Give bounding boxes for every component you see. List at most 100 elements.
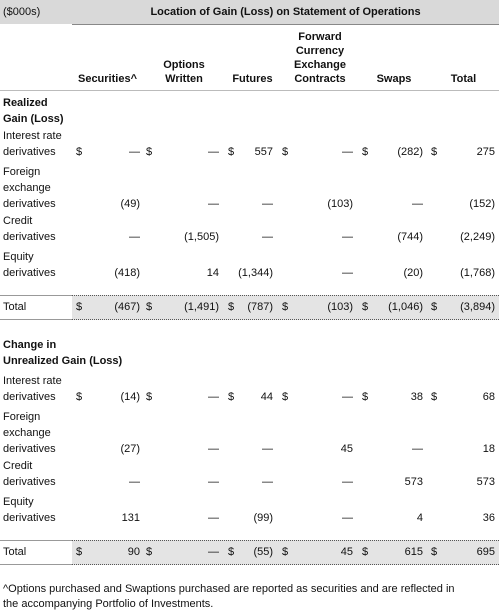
column-rule	[0, 90, 499, 91]
cell-value: 68	[482, 391, 495, 403]
currency-symbol: $	[431, 546, 438, 558]
currency-symbol: $	[228, 146, 235, 158]
currency-symbol: $	[76, 546, 83, 558]
currency-symbol: $	[146, 301, 153, 313]
column-header: Total	[450, 73, 477, 85]
row-label: derivatives	[3, 267, 56, 279]
cell-value: —	[129, 476, 140, 488]
cell-value: —	[208, 512, 219, 524]
cell-value: 131	[121, 512, 140, 524]
cell-value: 36	[482, 512, 495, 524]
cell-value: (1,768)	[460, 267, 495, 279]
cell-value: —	[412, 198, 423, 210]
column-header: Securities^	[77, 73, 137, 85]
cell-value: —	[208, 198, 219, 210]
cell-value: (1,046)	[388, 301, 423, 313]
cell-value: 557	[254, 146, 273, 158]
currency-symbol: $	[228, 301, 235, 313]
cell-value: —	[262, 443, 273, 455]
row-label: Equity	[3, 251, 34, 263]
row-label: Interest rate	[3, 130, 62, 142]
cell-value: (467)	[114, 301, 140, 313]
cell-value: —	[342, 512, 353, 524]
cell-value: (418)	[114, 267, 140, 279]
cell-value: (282)	[397, 146, 423, 158]
cell-value: —	[342, 146, 353, 158]
currency-symbol: $	[362, 146, 369, 158]
column-header: Forward	[298, 31, 342, 43]
cell-value: (1,344)	[238, 267, 273, 279]
currency-symbol: $	[282, 301, 289, 313]
column-header: Contracts	[294, 73, 346, 85]
row-label: derivatives	[3, 231, 56, 243]
cell-value: —	[208, 391, 219, 403]
cell-value: 573	[404, 476, 423, 488]
cell-value: (2,249)	[460, 231, 495, 243]
currency-symbol: $	[76, 146, 83, 158]
cell-value: —	[208, 443, 219, 455]
cell-value: (55)	[253, 546, 273, 558]
header-rule	[72, 24, 499, 25]
currency-symbol: $	[146, 546, 153, 558]
cell-value: —	[342, 267, 353, 279]
cell-value: 615	[404, 546, 423, 558]
currency-symbol: $	[76, 301, 83, 313]
footnote: the accompanying Portfolio of Investment…	[3, 598, 214, 610]
currency-symbol: $	[146, 391, 153, 403]
section-title: Change in	[3, 339, 57, 351]
cell-value: 573	[476, 476, 495, 488]
cell-value: 45	[340, 546, 353, 558]
cell-value: —	[208, 146, 219, 158]
cell-value: 14	[206, 267, 219, 279]
currency-symbol: $	[282, 146, 289, 158]
cell-value: 45	[340, 443, 353, 455]
cell-value: —	[262, 231, 273, 243]
cell-value: —	[208, 476, 219, 488]
cell-value: (27)	[120, 443, 140, 455]
cell-value: 90	[127, 546, 140, 558]
currency-symbol: $	[431, 146, 438, 158]
total-label: Total	[3, 301, 27, 313]
cell-value: (49)	[120, 198, 140, 210]
cell-value: —	[342, 391, 353, 403]
unit-label: ($000s)	[3, 6, 41, 18]
cell-value: (99)	[253, 512, 273, 524]
row-label: derivatives	[3, 391, 56, 403]
cell-value: —	[129, 146, 140, 158]
cell-value: (152)	[469, 198, 495, 210]
cell-value: (1,491)	[184, 301, 219, 313]
cell-value: (1,505)	[184, 231, 219, 243]
column-header: Currency	[295, 45, 345, 57]
column-header: Exchange	[294, 59, 346, 71]
currency-symbol: $	[282, 391, 289, 403]
row-label: derivatives	[3, 146, 56, 158]
cell-value: (20)	[403, 267, 423, 279]
cell-value: 695	[476, 546, 495, 558]
cell-value: 4	[416, 512, 423, 524]
total-rule	[0, 295, 72, 320]
currency-symbol: $	[228, 391, 235, 403]
currency-symbol: $	[431, 301, 438, 313]
currency-symbol: $	[362, 546, 369, 558]
row-label: derivatives	[3, 443, 56, 455]
cell-value: —	[342, 476, 353, 488]
column-header: Options	[163, 59, 205, 71]
cell-value: 44	[260, 391, 273, 403]
cell-value: (3,894)	[460, 301, 495, 313]
currency-symbol: $	[362, 391, 369, 403]
cell-value: —	[129, 231, 140, 243]
row-label: derivatives	[3, 198, 56, 210]
total-rule	[0, 540, 72, 565]
row-label: Foreign	[3, 166, 41, 178]
cell-value: —	[342, 231, 353, 243]
row-label: Credit	[3, 215, 33, 227]
cell-value: (744)	[397, 231, 423, 243]
cell-value: —	[262, 198, 273, 210]
row-label: Interest rate	[3, 375, 62, 387]
section-title: Realized	[3, 97, 48, 109]
cell-value: (787)	[247, 301, 273, 313]
currency-symbol: $	[228, 546, 235, 558]
column-header: Written	[165, 73, 203, 85]
currency-symbol: $	[146, 146, 153, 158]
